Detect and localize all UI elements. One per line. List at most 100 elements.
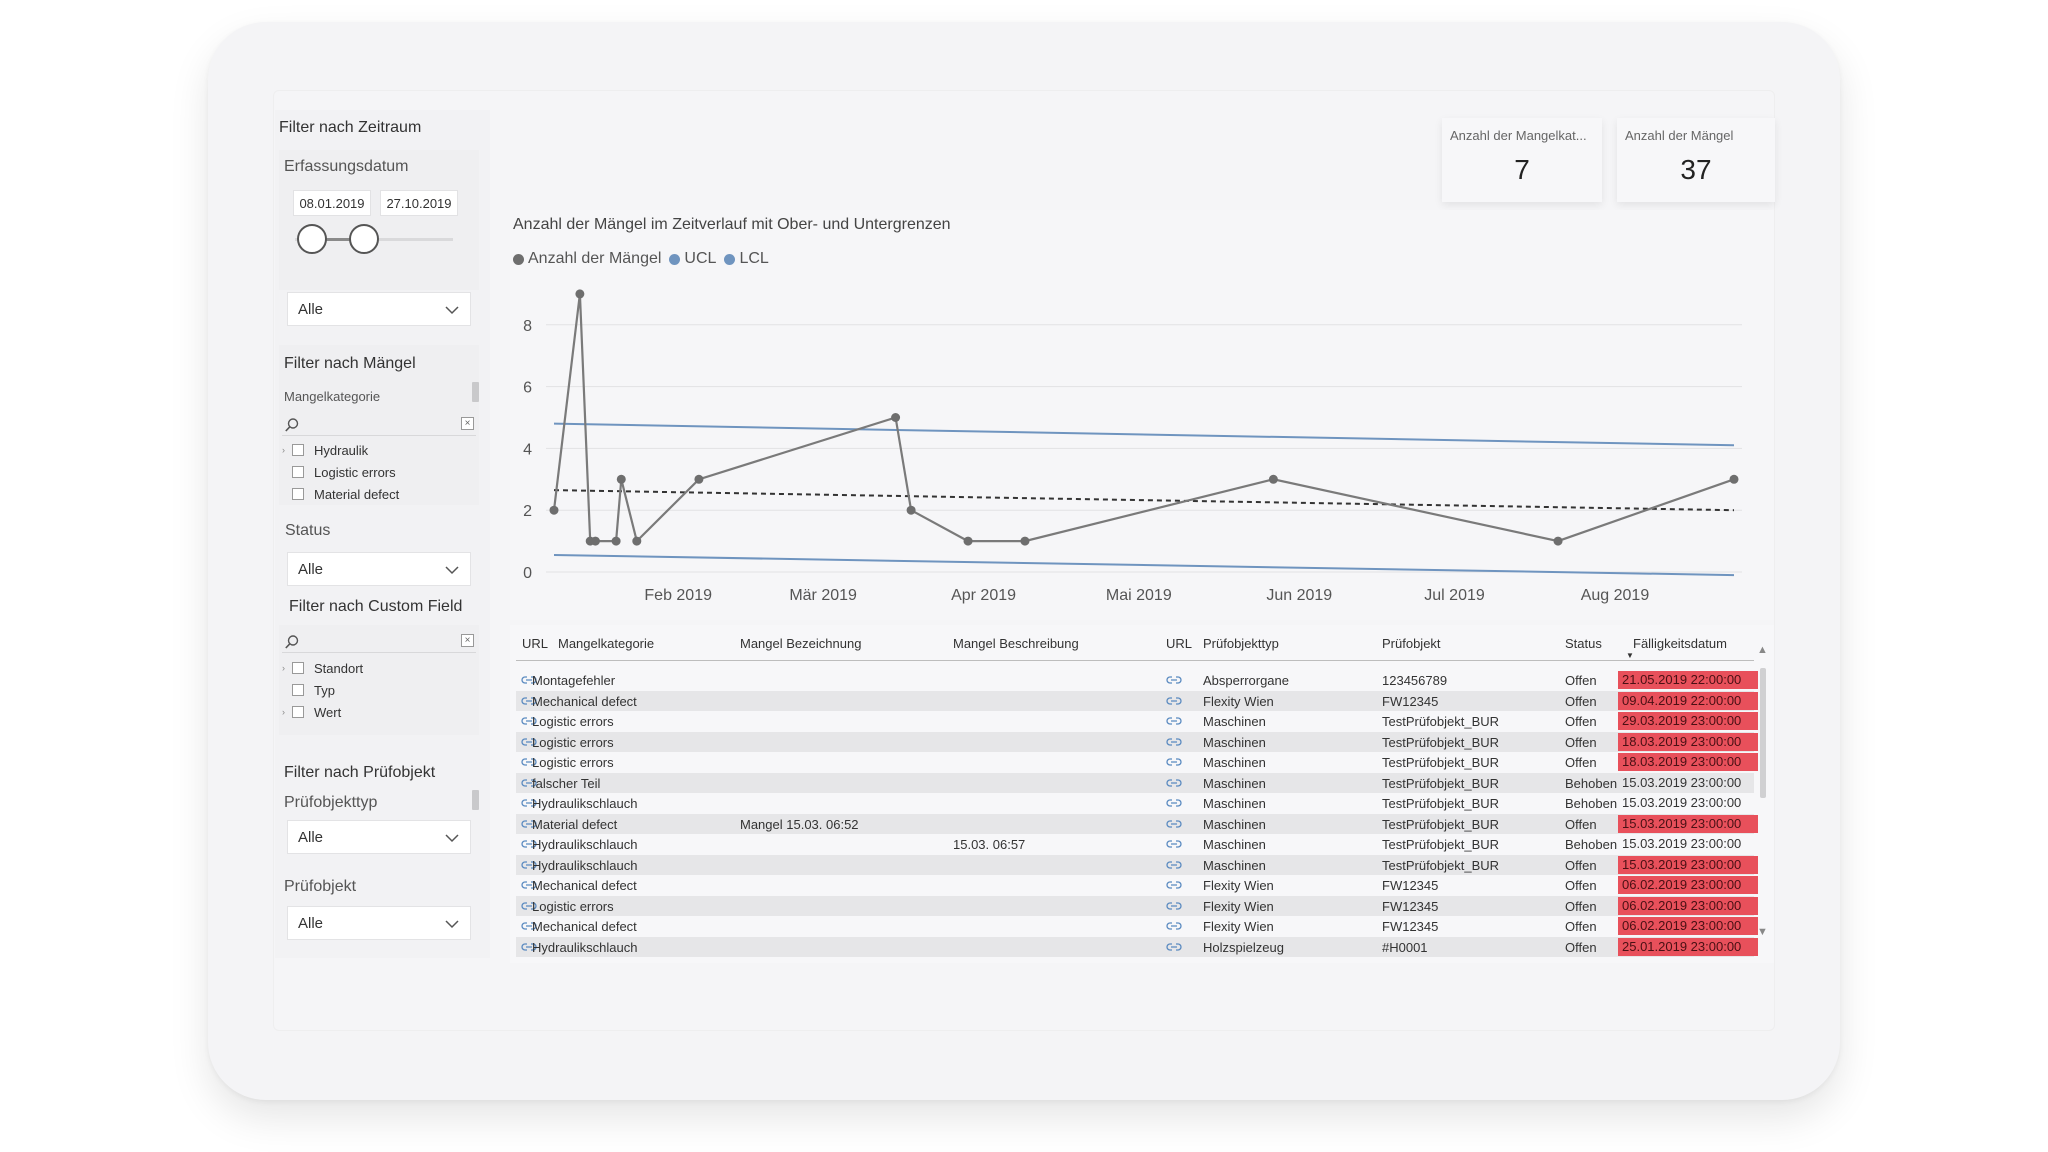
cell-pruefobjekt: TestPrüfobjekt_BUR — [1382, 796, 1500, 811]
table-row[interactable]: falscher Teil Maschinen TestPrüfobjekt_BUR… — [516, 772, 1754, 793]
custom-field-option[interactable]: › Standort — [282, 659, 363, 677]
link-icon[interactable] — [521, 899, 537, 911]
scroll-up-icon[interactable]: ▲ — [1757, 644, 1768, 656]
link-icon[interactable] — [521, 878, 537, 890]
table-row[interactable]: Mechanical defect Flexity Wien FW12345 Offe… — [516, 875, 1758, 895]
cell-pruefobjekttyp: Maschinen — [1203, 857, 1266, 873]
link-icon[interactable] — [1166, 919, 1182, 931]
table-row[interactable]: Montagefehler Absperrorgane 123456789 Offen… — [516, 670, 1758, 690]
col-header-pruefobjekt[interactable]: Prüfobjekt — [1382, 636, 1441, 651]
col-header-mangelkategorie[interactable]: Mangelkategorie — [558, 636, 655, 651]
link-icon[interactable] — [1166, 899, 1182, 911]
table-row[interactable]: Hydraulikschlauch 15.03. 06:57 Maschinen Te… — [516, 834, 1754, 854]
expand-icon[interactable]: › — [282, 707, 285, 717]
legend-item[interactable]: LCL — [724, 250, 769, 268]
table-row[interactable]: Logistic errors Flexity Wien FW12345 Offen 0… — [516, 895, 1758, 916]
legend-item[interactable]: UCL — [669, 250, 716, 268]
object-type-select[interactable]: Alle — [287, 820, 471, 854]
link-icon[interactable] — [1166, 673, 1182, 685]
checkbox[interactable] — [292, 488, 304, 500]
link-icon[interactable] — [521, 694, 537, 706]
link-icon[interactable] — [1166, 735, 1182, 747]
custom-field-option[interactable]: › Wert — [282, 703, 341, 721]
period-select[interactable]: Alle — [287, 292, 471, 326]
link-icon[interactable] — [521, 919, 537, 931]
link-icon[interactable] — [521, 940, 537, 952]
link-icon[interactable] — [521, 837, 537, 849]
table-row[interactable]: Hydraulikschlauch Maschinen TestPrüfobjekt… — [516, 793, 1754, 813]
checkbox[interactable] — [292, 444, 304, 456]
link-icon[interactable] — [1166, 796, 1182, 808]
col-header-mangel-bezeichnung[interactable]: Mangel Bezeichnung — [740, 636, 862, 651]
link-icon[interactable] — [1166, 858, 1182, 870]
cell-pruefobjekttyp: Maschinen — [1203, 775, 1266, 791]
table-row[interactable]: Logistic errors Maschinen TestPrüfobjekt_B… — [516, 752, 1758, 772]
custom-field-option[interactable]: Typ — [282, 681, 335, 699]
link-icon[interactable] — [1166, 755, 1182, 767]
chevron-down-icon — [445, 834, 459, 843]
col-header-pruefobjekttyp[interactable]: Prüfobjekttyp — [1203, 636, 1279, 651]
category-search[interactable]: × — [282, 414, 476, 436]
checkbox[interactable] — [292, 662, 304, 674]
checkbox[interactable] — [292, 706, 304, 718]
col-header-url[interactable]: URL — [522, 636, 549, 651]
table-row[interactable]: Logistic errors Maschinen TestPrüfobjekt_B… — [516, 711, 1758, 731]
date-range-end-handle[interactable] — [349, 224, 379, 254]
link-icon[interactable] — [1166, 776, 1182, 788]
table-row[interactable]: Material defect Mangel 15.03. 06:52 Maschi… — [516, 813, 1758, 834]
object-type-scrollbar[interactable] — [472, 790, 479, 810]
cell-pruefobjekt: #H0001 — [1382, 939, 1428, 955]
sort-descending-icon[interactable]: ▼ — [1626, 651, 1634, 660]
expand-icon[interactable]: › — [282, 445, 285, 455]
status-select[interactable]: Alle — [287, 552, 471, 586]
scroll-down-icon[interactable]: ▼ — [1757, 926, 1768, 938]
category-scrollbar[interactable] — [472, 382, 479, 402]
category-option[interactable]: › Hydraulik — [282, 441, 368, 459]
checkbox[interactable] — [292, 466, 304, 478]
col-header-url-2[interactable]: URL — [1166, 636, 1193, 651]
link-icon[interactable] — [1166, 714, 1182, 726]
link-icon[interactable] — [1166, 837, 1182, 849]
custom-field-search[interactable]: × — [282, 631, 476, 653]
checkbox[interactable] — [292, 684, 304, 696]
col-header-faelligkeitsdatum[interactable]: Fälligkeitsdatum — [1633, 636, 1727, 651]
date-from-input[interactable]: 08.01.2019 — [293, 190, 371, 216]
legend-item[interactable]: Anzahl der Mängel — [513, 250, 661, 268]
clear-search-icon[interactable]: × — [461, 417, 474, 430]
link-icon[interactable] — [521, 714, 537, 726]
clear-search-icon[interactable]: × — [461, 634, 474, 647]
link-icon[interactable] — [521, 776, 537, 788]
custom-field-heading: Filter nach Custom Field — [289, 598, 463, 615]
cell-pruefobjekt: FW12345 — [1382, 878, 1439, 893]
link-icon[interactable] — [521, 858, 537, 870]
link-icon[interactable] — [521, 817, 537, 829]
cell-mangel-bezeichnung: Mangel 15.03. 06:52 — [740, 816, 859, 832]
col-header-mangel-beschreibung[interactable]: Mangel Beschreibung — [953, 636, 1079, 651]
cell-faelligkeitsdatum: 15.03.2019 23:00:00 — [1622, 836, 1742, 851]
date-to-input[interactable]: 27.10.2019 — [380, 190, 458, 216]
cell-faelligkeitsdatum: 15.03.2019 23:00:00 — [1622, 774, 1742, 790]
link-icon[interactable] — [1166, 878, 1182, 890]
table-row[interactable]: Mechanical defect Flexity Wien FW12345 Offe… — [516, 690, 1758, 711]
link-icon[interactable] — [521, 755, 537, 767]
category-option[interactable]: Logistic errors — [282, 463, 396, 481]
expand-icon[interactable]: › — [282, 663, 285, 673]
link-icon[interactable] — [521, 796, 537, 808]
link-icon[interactable] — [1166, 817, 1182, 829]
table-scrollbar[interactable] — [1760, 668, 1766, 798]
table-row[interactable]: Hydraulikschlauch Holzspielzeug #H0001 Offe… — [516, 936, 1758, 957]
category-option[interactable]: Material defect — [282, 485, 399, 503]
cell-mangelkategorie: Montagefehler — [532, 673, 616, 688]
link-icon[interactable] — [1166, 940, 1182, 952]
link-icon[interactable] — [521, 673, 537, 685]
table-row[interactable]: Hydraulikschlauch Maschinen TestPrüfobjekt… — [516, 854, 1758, 875]
cell-faelligkeitsdatum: 09.04.2019 22:00:00 — [1618, 691, 1758, 710]
table-row[interactable]: Logistic errors Maschinen TestPrüfobjekt_B… — [516, 731, 1758, 752]
date-range-start-handle[interactable] — [297, 224, 327, 254]
col-header-status[interactable]: Status — [1565, 636, 1602, 651]
table-row[interactable]: Mechanical defect Flexity Wien FW12345 Offe… — [516, 916, 1758, 936]
link-icon[interactable] — [521, 735, 537, 747]
cell-pruefobjekttyp: Maschinen — [1203, 837, 1266, 852]
link-icon[interactable] — [1166, 694, 1182, 706]
object-select[interactable]: Alle — [287, 906, 471, 940]
